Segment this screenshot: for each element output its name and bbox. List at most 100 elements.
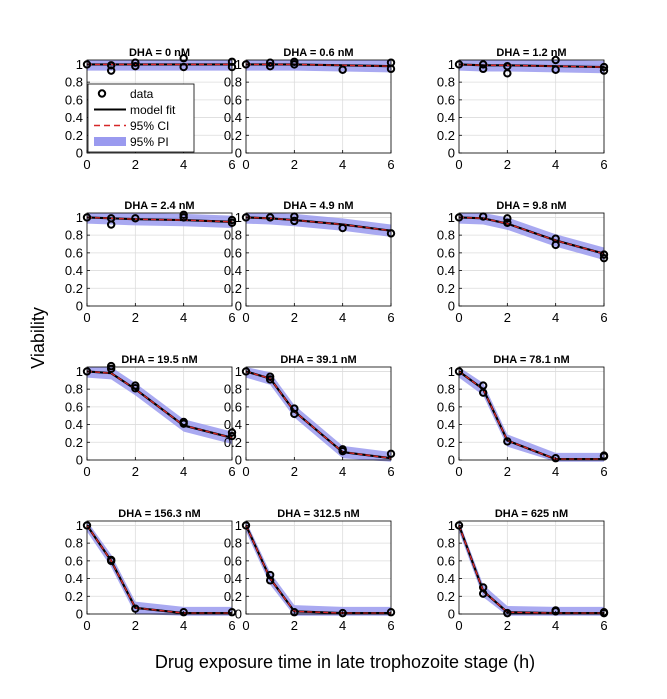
data-point	[290, 409, 299, 419]
y-tick-label: 0.8	[65, 536, 83, 551]
data-point	[338, 65, 347, 74]
y-tick-label: 0	[448, 607, 455, 622]
x-tick-label: 2	[291, 310, 298, 325]
x-tick-label: 2	[132, 464, 139, 479]
y-tick-label: 0.6	[437, 92, 455, 107]
y-tick-label: 0.8	[437, 228, 455, 243]
pi-band	[246, 60, 391, 73]
y-tick-label: 0.6	[224, 92, 242, 107]
panel-plot-area	[459, 521, 604, 614]
x-tick-label: 6	[387, 464, 394, 479]
data-point	[179, 54, 188, 63]
x-tick-label: 2	[504, 157, 511, 172]
pi-band	[246, 367, 391, 462]
panel-border	[245, 520, 392, 615]
y-tick-label: 0.4	[437, 263, 455, 278]
data-point	[106, 214, 116, 223]
x-tick-label: 0	[455, 464, 462, 479]
panel-title: DHA = 0 nM	[129, 47, 190, 59]
x-tick-label: 6	[387, 618, 394, 633]
data-point	[179, 62, 188, 72]
x-tick-label: 6	[600, 310, 607, 325]
panel-border	[86, 59, 233, 154]
x-axis-label: Drug exposure time in late trophozoite s…	[155, 652, 535, 672]
y-tick-label: 0.2	[65, 281, 83, 296]
x-tick-label: 6	[600, 618, 607, 633]
data-point	[290, 57, 299, 66]
panel-border	[458, 212, 605, 307]
y-tick-label: 0.6	[65, 245, 83, 260]
legend-data-marker	[97, 89, 107, 98]
y-tick-label: 0.6	[65, 399, 83, 414]
y-tick-label: 0.8	[224, 382, 242, 397]
data-point	[503, 608, 512, 618]
data-point	[265, 570, 275, 580]
x-tick-label: 6	[600, 157, 607, 172]
x-tick-label: 4	[552, 157, 559, 172]
y-tick-label: 0	[235, 607, 242, 622]
y-tick-label: 0.2	[437, 281, 455, 296]
panel-title: DHA = 312.5 nM	[277, 508, 359, 520]
y-tick-label: 0.6	[224, 245, 242, 260]
panel-title: DHA = 625 nM	[495, 508, 568, 520]
data-point	[265, 58, 275, 67]
data-point	[503, 218, 512, 227]
data-point	[551, 454, 560, 463]
y-tick-label: 0.2	[437, 589, 455, 604]
data-point	[106, 61, 116, 70]
y-tick-label: 0.8	[437, 382, 455, 397]
y-tick-label: 0.4	[224, 417, 242, 432]
panel-title: DHA = 2.4 nM	[124, 200, 194, 212]
data-point	[265, 576, 275, 585]
x-tick-label: 4	[180, 157, 187, 172]
x-tick-label: 0	[455, 157, 462, 172]
y-tick-label: 0.6	[437, 399, 455, 414]
data-point	[551, 234, 560, 243]
data-point	[503, 61, 512, 71]
data-point	[131, 214, 140, 223]
y-tick-label: 0.4	[437, 110, 455, 125]
x-tick-label: 2	[132, 618, 139, 633]
y-tick-label: 1	[448, 210, 455, 225]
y-tick-label: 0.6	[65, 92, 83, 107]
data-point	[179, 417, 188, 427]
x-tick-label: 6	[228, 157, 235, 172]
x-tick-label: 4	[339, 310, 346, 325]
y-tick-label: 0.2	[224, 589, 242, 604]
y-tick-label: 1	[76, 518, 83, 533]
y-tick-label: 0.6	[437, 553, 455, 568]
x-tick-label: 4	[180, 464, 187, 479]
pi-band	[459, 213, 604, 260]
y-tick-label: 0.2	[65, 128, 83, 143]
x-tick-label: 0	[83, 310, 90, 325]
y-tick-label: 0	[235, 453, 242, 468]
y-tick-label: 0.8	[65, 75, 83, 90]
y-tick-label: 0.4	[224, 571, 242, 586]
panel-plot-area	[246, 521, 391, 614]
legend-pi-swatch	[94, 137, 126, 146]
y-tick-label: 1	[76, 210, 83, 225]
data-point	[551, 65, 560, 74]
x-tick-label: 4	[552, 464, 559, 479]
y-tick-label: 0	[448, 299, 455, 314]
y-tick-label: 0	[235, 146, 242, 161]
y-tick-label: 1	[235, 364, 242, 379]
data-point	[290, 404, 299, 413]
pi-band	[87, 367, 232, 445]
data-point	[106, 361, 116, 371]
x-tick-label: 4	[180, 310, 187, 325]
data-point	[338, 608, 347, 618]
x-tick-label: 0	[242, 464, 249, 479]
legend-label-fit: model fit	[130, 103, 176, 117]
data-point	[478, 381, 488, 390]
data-point	[338, 223, 347, 233]
x-tick-label: 2	[504, 464, 511, 479]
panel-border	[86, 366, 233, 461]
y-tick-label: 0.8	[437, 75, 455, 90]
y-tick-label: 0	[448, 453, 455, 468]
data-point	[478, 64, 488, 74]
